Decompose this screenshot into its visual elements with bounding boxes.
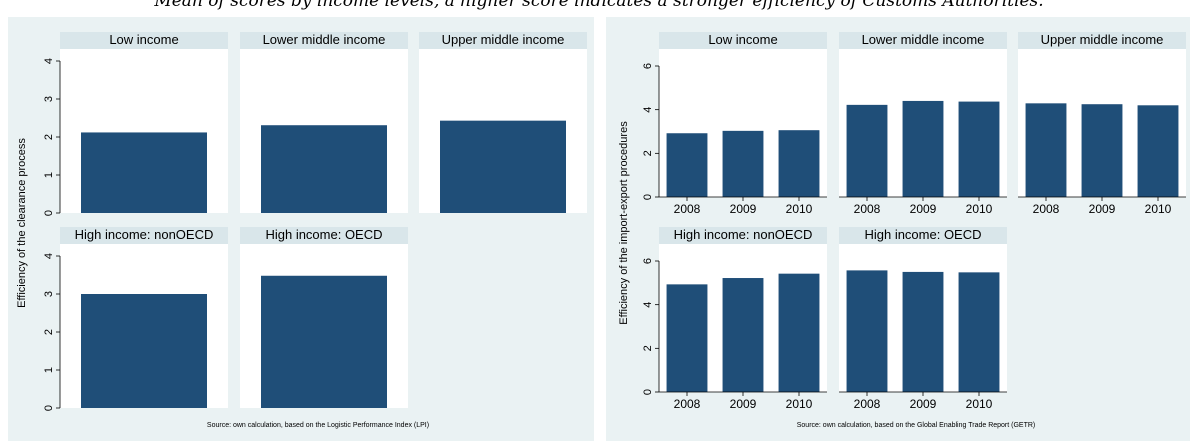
x-tick-label: 2010 bbox=[966, 202, 993, 216]
source-note: Source: own calculation, based on the Gl… bbox=[797, 422, 1036, 429]
bar bbox=[1025, 103, 1067, 197]
x-tick-label: 2008 bbox=[1033, 202, 1060, 216]
x-tick-label: 2008 bbox=[854, 202, 881, 216]
y-tick-label: 6 bbox=[642, 63, 654, 69]
panel-title: Lower middle income bbox=[862, 32, 985, 47]
bar bbox=[902, 271, 944, 392]
y-tick-label: 0 bbox=[43, 210, 55, 216]
bar bbox=[1081, 104, 1123, 197]
panel-strip bbox=[419, 32, 587, 49]
bar bbox=[846, 104, 888, 197]
bar bbox=[722, 130, 764, 197]
panel-title: High income: OECD bbox=[864, 227, 981, 242]
panel-strip bbox=[60, 32, 228, 49]
x-tick-label: 2009 bbox=[730, 397, 757, 411]
y-tick-label: 3 bbox=[43, 96, 55, 102]
x-tick-label: 2009 bbox=[910, 202, 937, 216]
x-tick-label: 2010 bbox=[1145, 202, 1172, 216]
y-tick-label: 2 bbox=[642, 150, 654, 156]
x-tick-label: 2008 bbox=[674, 202, 701, 216]
y-tick-label: 1 bbox=[43, 367, 55, 373]
chart-getr: Efficiency of the import-export procedur… bbox=[606, 17, 1190, 441]
y-tick-label: 3 bbox=[43, 291, 55, 297]
panel-title: High income: nonOECD bbox=[674, 227, 813, 242]
panel-strip bbox=[659, 32, 827, 49]
y-axis-label: Efficiency of the import-export procedur… bbox=[618, 121, 630, 325]
bar bbox=[440, 120, 566, 213]
bar bbox=[778, 130, 820, 197]
bar bbox=[958, 101, 1000, 197]
x-tick-label: 2010 bbox=[786, 202, 813, 216]
panel-title: Upper middle income bbox=[1041, 32, 1164, 47]
panel-title: Upper middle income bbox=[442, 32, 565, 47]
source-note: Source: own calculation, based on the Lo… bbox=[207, 422, 429, 429]
bar bbox=[1137, 105, 1179, 197]
bar bbox=[666, 133, 708, 197]
bar bbox=[81, 132, 207, 213]
x-tick-label: 2009 bbox=[730, 202, 757, 216]
y-tick-label: 1 bbox=[43, 172, 55, 178]
chart-lpi: Efficiency of the clearance process Sourc… bbox=[8, 17, 594, 441]
panel-strip bbox=[240, 32, 408, 49]
panel-strip bbox=[659, 227, 827, 244]
panel-strip bbox=[240, 227, 408, 244]
y-tick-label: 4 bbox=[642, 107, 654, 113]
panel-title: Low income bbox=[708, 32, 777, 47]
y-tick-label: 4 bbox=[43, 58, 55, 64]
x-tick-label: 2008 bbox=[674, 397, 701, 411]
bar bbox=[778, 273, 820, 392]
bar bbox=[722, 278, 764, 392]
panel-strip bbox=[1018, 32, 1186, 49]
y-tick-label: 6 bbox=[642, 258, 654, 264]
bar bbox=[261, 275, 387, 408]
x-tick-label: 2009 bbox=[1089, 202, 1116, 216]
y-tick-label: 2 bbox=[43, 134, 55, 140]
panel-title: Low income bbox=[109, 32, 178, 47]
y-tick-label: 0 bbox=[642, 194, 654, 200]
panel-title: High income: nonOECD bbox=[75, 227, 214, 242]
bar bbox=[666, 284, 708, 392]
bar bbox=[261, 125, 387, 213]
bar bbox=[81, 294, 207, 408]
y-tick-label: 2 bbox=[642, 345, 654, 351]
bar bbox=[958, 272, 1000, 392]
bar bbox=[902, 100, 944, 197]
x-tick-label: 2010 bbox=[786, 397, 813, 411]
panel-title: Lower middle income bbox=[263, 32, 386, 47]
x-tick-label: 2008 bbox=[854, 397, 881, 411]
y-tick-label: 4 bbox=[642, 302, 654, 308]
x-tick-label: 2009 bbox=[910, 397, 937, 411]
figure-caption: Mean of scores by income levels, a highe… bbox=[154, 0, 1044, 11]
panel-title: High income: OECD bbox=[265, 227, 382, 242]
panel-strip bbox=[839, 32, 1007, 49]
panel-strip bbox=[60, 227, 228, 244]
y-tick-label: 2 bbox=[43, 329, 55, 335]
panel-strip bbox=[839, 227, 1007, 244]
y-tick-label: 0 bbox=[43, 405, 55, 411]
bar bbox=[846, 270, 888, 392]
y-tick-label: 0 bbox=[642, 389, 654, 395]
y-tick-label: 4 bbox=[43, 253, 55, 259]
y-axis-label: Efficiency of the clearance process bbox=[16, 138, 28, 308]
x-tick-label: 2010 bbox=[966, 397, 993, 411]
